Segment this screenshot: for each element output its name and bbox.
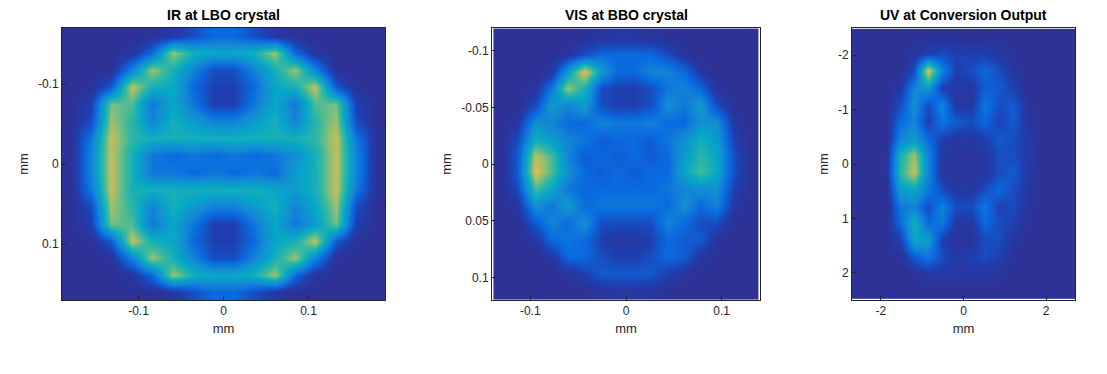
svg-text:-0.1: -0.1: [468, 44, 489, 58]
svg-text:mm: mm: [953, 321, 975, 336]
svg-text:-0.1: -0.1: [520, 304, 541, 318]
svg-text:-1: -1: [838, 103, 849, 117]
svg-text:0: 0: [52, 157, 59, 171]
svg-text:0: 0: [842, 157, 849, 171]
svg-text:0.1: 0.1: [472, 271, 489, 285]
svg-text:-0.1: -0.1: [128, 304, 149, 318]
svg-text:0: 0: [623, 304, 630, 318]
svg-text:-2: -2: [838, 48, 849, 62]
svg-text:0: 0: [220, 304, 227, 318]
svg-text:mm: mm: [16, 153, 31, 175]
svg-text:2: 2: [1043, 304, 1050, 318]
svg-text:mm: mm: [213, 321, 235, 336]
svg-text:-0.1: -0.1: [38, 77, 59, 91]
svg-text:0: 0: [482, 157, 489, 171]
svg-text:IR at LBO crystal: IR at LBO crystal: [167, 7, 280, 23]
svg-text:1: 1: [842, 212, 849, 226]
svg-text:2: 2: [842, 266, 849, 280]
svg-text:mm: mm: [615, 321, 637, 336]
svg-text:UV at Conversion Output: UV at Conversion Output: [880, 7, 1047, 23]
svg-text:0.1: 0.1: [42, 237, 59, 251]
svg-text:-2: -2: [876, 304, 887, 318]
svg-text:0.05: 0.05: [465, 214, 489, 228]
svg-text:mm: mm: [816, 153, 831, 175]
svg-text:0.1: 0.1: [300, 304, 317, 318]
svg-text:0.1: 0.1: [713, 304, 730, 318]
svg-text:VIS at BBO crystal: VIS at BBO crystal: [565, 7, 688, 23]
svg-text:mm: mm: [439, 153, 454, 175]
svg-text:0: 0: [960, 304, 967, 318]
svg-text:-0.05: -0.05: [461, 101, 489, 115]
